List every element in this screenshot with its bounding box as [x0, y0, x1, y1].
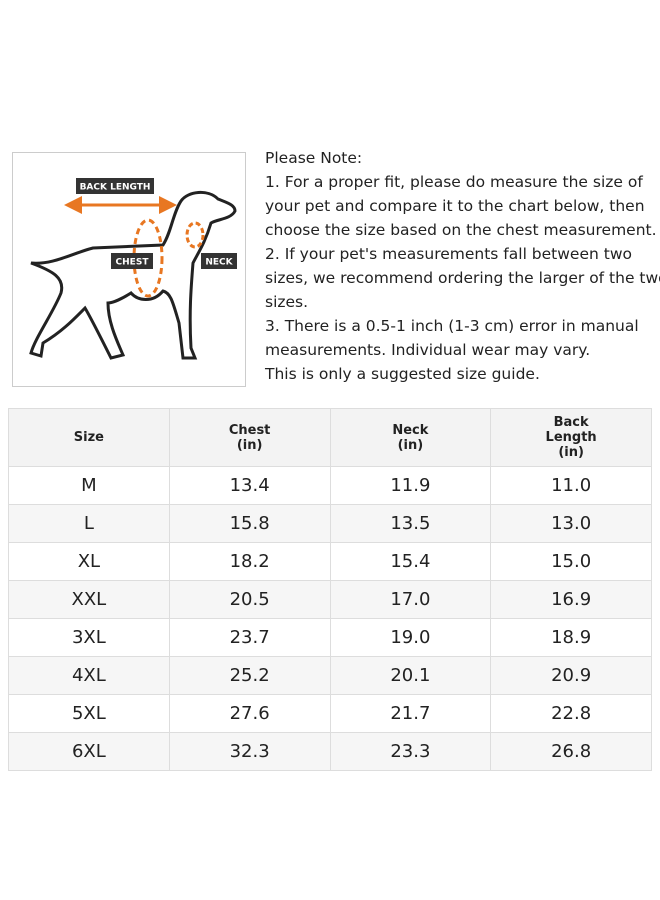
table-cell: 26.8	[490, 732, 652, 771]
table-cell: 6XL	[8, 732, 170, 771]
size-table: Size Chest (in) Neck (in) Back Length (in) M 13.4…	[8, 408, 652, 771]
table-cell: 4XL	[8, 656, 170, 695]
table-cell: 32.3	[168, 732, 331, 771]
note-line: This is only a suggested size guide.	[265, 365, 540, 383]
header-text: Size	[73, 430, 104, 445]
table-cell: 23.3	[329, 732, 492, 771]
table-cell: 15.8	[168, 504, 331, 543]
header-text: Back	[553, 415, 589, 430]
table-cell: XL	[8, 542, 170, 581]
table-cell: 18.2	[168, 542, 331, 581]
header-cell: Size	[8, 408, 170, 467]
note-line: sizes, we recommend ordering the larger …	[265, 269, 660, 287]
table-cell: 22.8	[490, 694, 652, 733]
table-row: M 13.4 11.9 11.0	[8, 466, 652, 505]
note-line: measurements. Individual wear may vary.	[265, 341, 591, 359]
note-line: 2. If your pet's measurements fall betwe…	[265, 245, 632, 263]
table-cell: 15.4	[329, 542, 492, 581]
diagram-label: CHEST	[116, 258, 150, 268]
note-line: choose the size based on the chest measu…	[265, 221, 657, 239]
table-cell: 21.7	[329, 694, 492, 733]
table-cell: L	[8, 504, 170, 543]
table-row: XXL 20.5 17.0 16.9	[8, 580, 652, 619]
table-cell: 5XL	[8, 694, 170, 733]
table-row: 3XL 23.7 19.0 18.9	[8, 618, 652, 657]
header-text: (in)	[236, 437, 263, 453]
diagram-label: BACK LENGTH	[80, 183, 151, 193]
note-line: 3. There is a 0.5-1 inch (1-3 cm) error …	[265, 317, 639, 335]
table-cell: 15.0	[490, 542, 652, 581]
table-cell: 18.9	[490, 618, 652, 657]
header-cell: Back Length (in)	[490, 408, 652, 467]
note-line: your pet and compare it to the chart bel…	[265, 197, 645, 215]
header-cell: Chest (in)	[168, 408, 331, 467]
table-cell: 20.5	[168, 580, 331, 619]
table-cell: 11.9	[329, 466, 492, 505]
table-cell: 3XL	[8, 618, 170, 657]
table-cell: 25.2	[168, 656, 331, 695]
table-cell: 20.1	[329, 656, 492, 695]
note-line: Please Note:	[265, 149, 363, 167]
table-cell: 13.5	[329, 504, 492, 543]
header-text: (in)	[397, 437, 424, 453]
header-text: Chest	[228, 422, 271, 438]
dog-illustration: BACK LENGTH CHEST NECK	[29, 178, 237, 360]
note: Please Note: 1. For a proper fit, please …	[265, 146, 660, 386]
table-row: L 15.8 13.5 13.0	[8, 504, 652, 543]
table-cell: 23.7	[168, 618, 331, 657]
header-text: (in)	[558, 445, 584, 460]
note-line: sizes.	[265, 293, 309, 311]
table-row: 4XL 25.2 20.1 20.9	[8, 656, 652, 695]
table-cell: 20.9	[490, 656, 652, 695]
header-text: Neck	[392, 422, 429, 438]
diagram-label: NECK	[205, 258, 233, 268]
table-cell: 27.6	[168, 694, 331, 733]
header-text: Length	[545, 430, 597, 445]
note-line: 1. For a proper fit, please do measure t…	[265, 173, 643, 191]
dog-diagram: BACK LENGTH CHEST NECK	[12, 152, 246, 387]
table-row: 6XL 32.3 23.3 26.8	[8, 732, 652, 771]
table-cell: XXL	[8, 580, 170, 619]
table-cell: 19.0	[329, 618, 492, 657]
header-row: Size Chest (in) Neck (in) Back Length (in)	[8, 408, 652, 467]
table-cell: 11.0	[490, 466, 652, 505]
table-cell: M	[8, 466, 170, 505]
table-row: XL 18.2 15.4 15.0	[8, 542, 652, 581]
table-cell: 13.0	[490, 504, 652, 543]
table-cell: 17.0	[329, 580, 492, 619]
table-cell: 16.9	[490, 580, 652, 619]
header-cell: Neck (in)	[329, 408, 492, 467]
table-cell: 13.4	[168, 466, 331, 505]
table-row: 5XL 27.6 21.7 22.8	[8, 694, 652, 733]
